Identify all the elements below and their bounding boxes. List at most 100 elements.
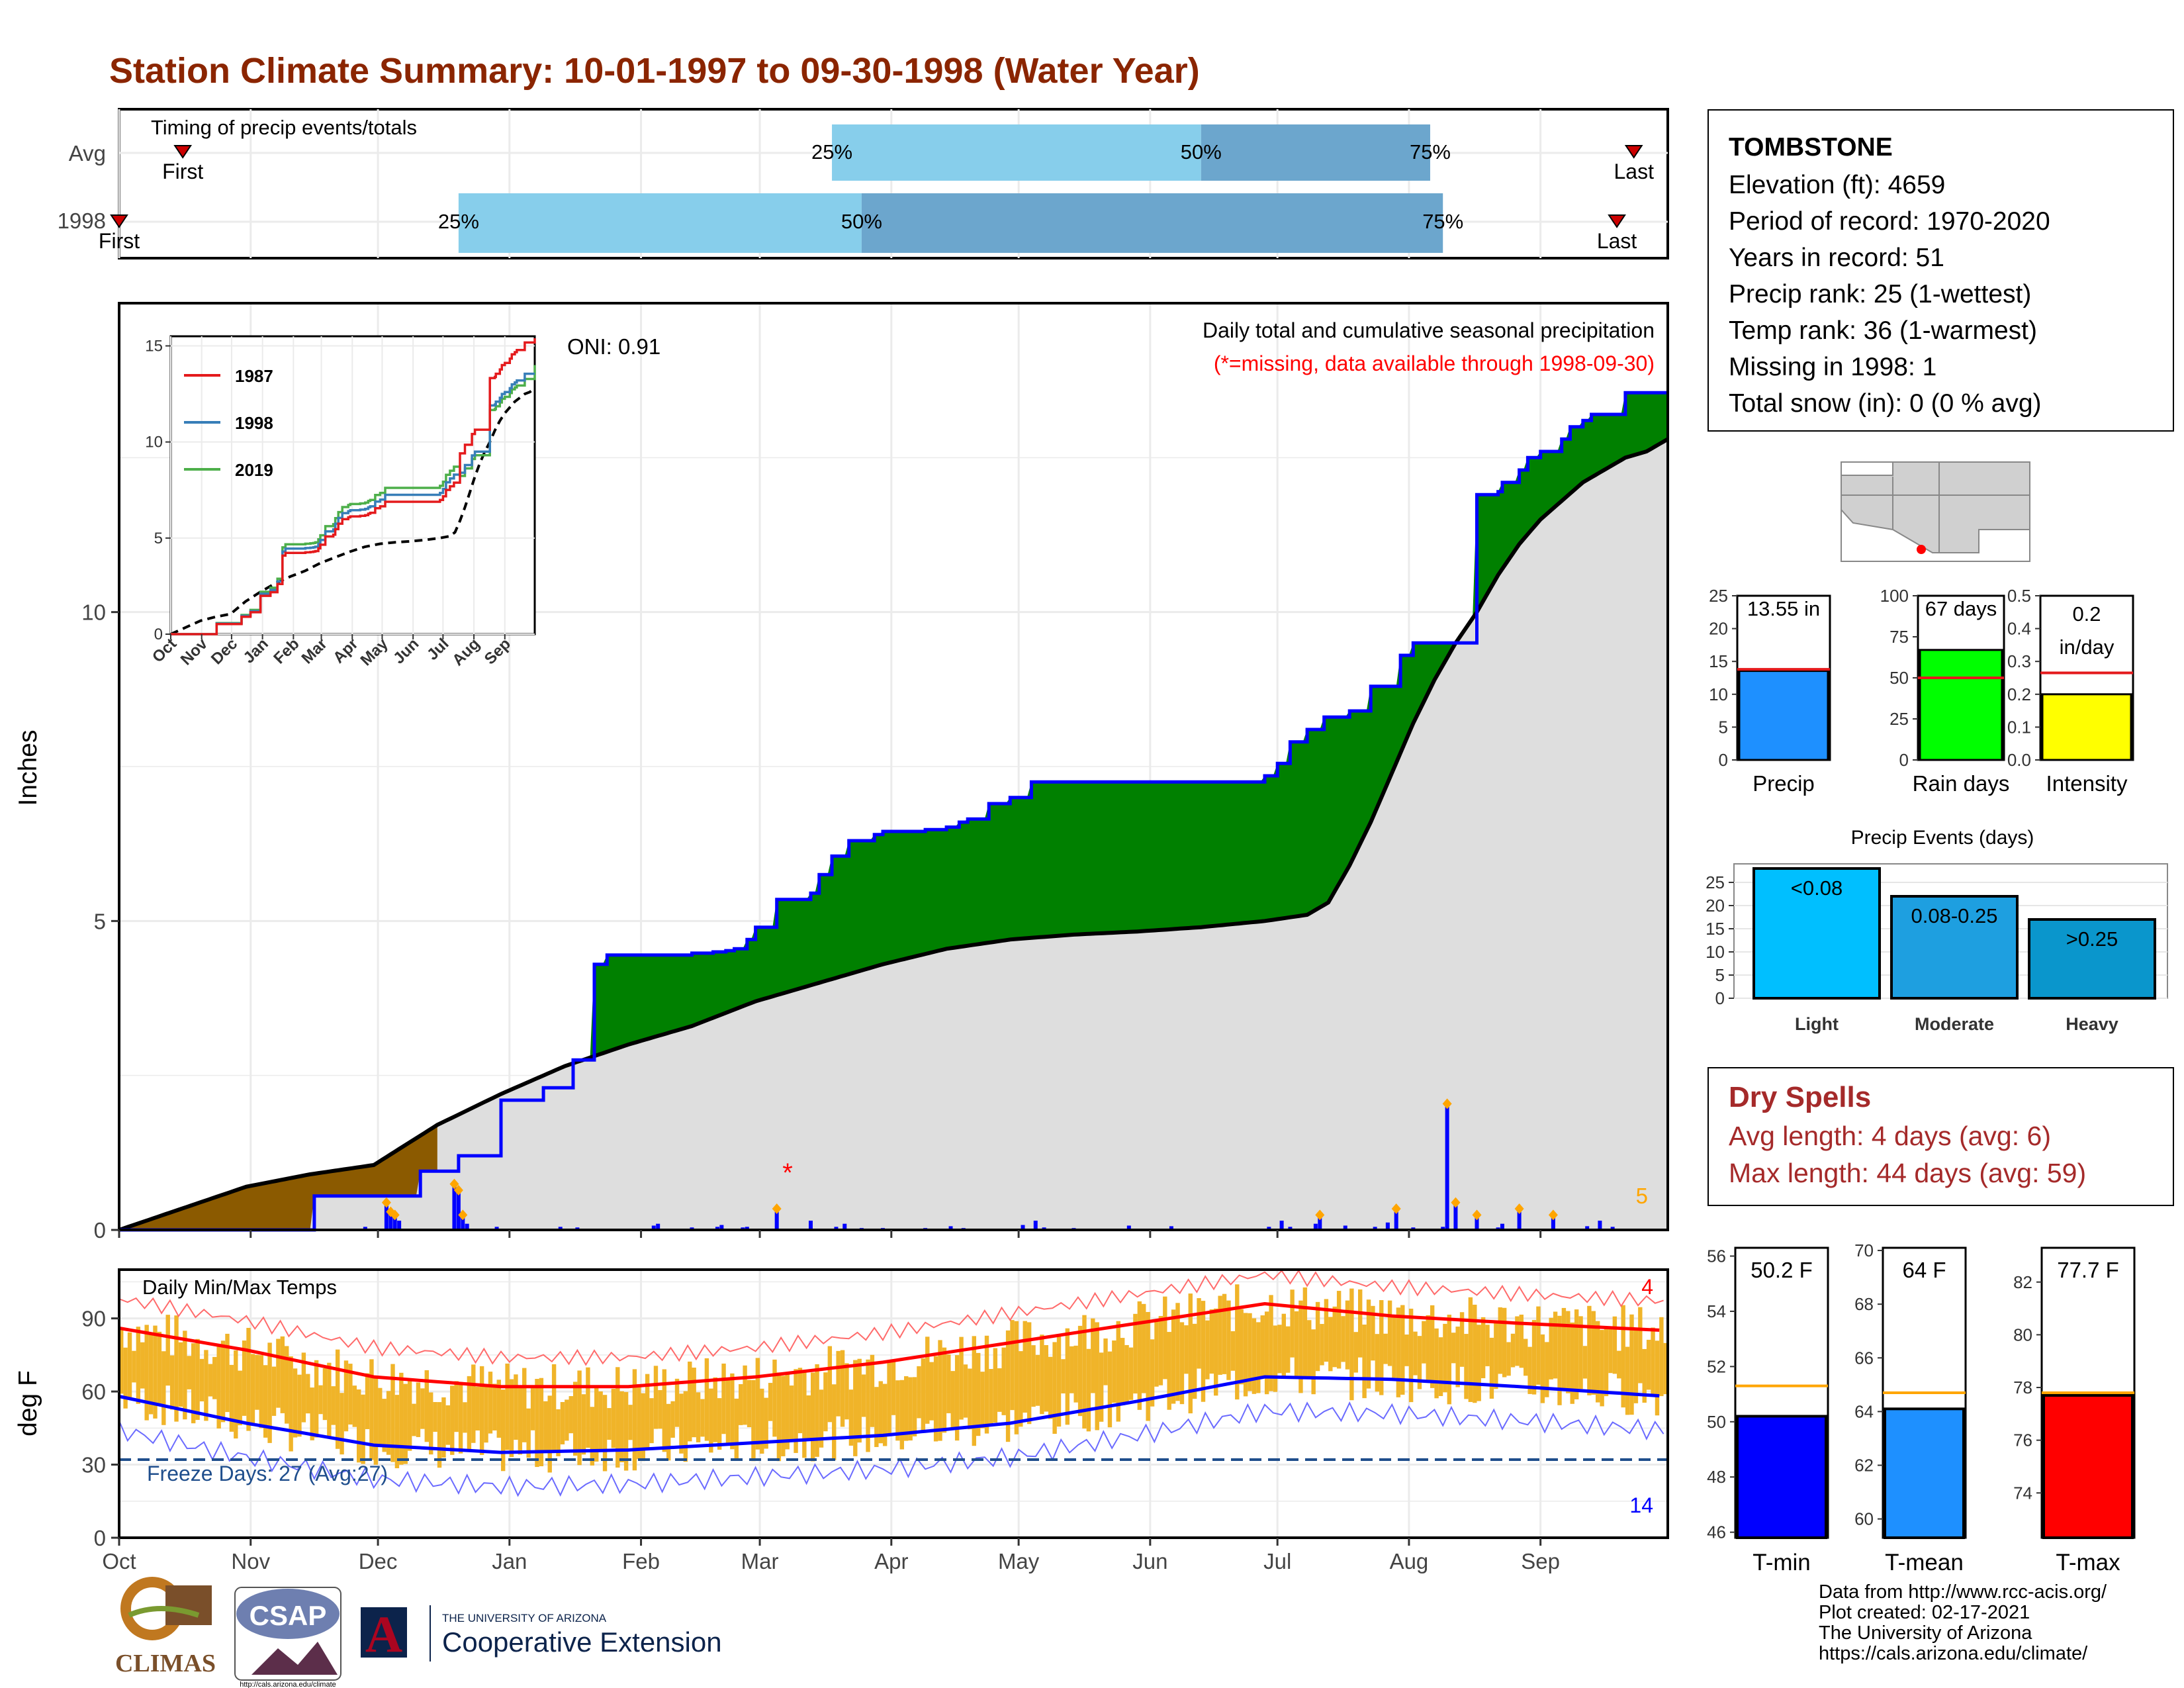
daily-precip-bar xyxy=(808,1221,813,1230)
events-bar-label: Heavy xyxy=(2066,1014,2118,1034)
temp-day-bar xyxy=(140,1342,145,1389)
temp-bar-value-label: 50.2 F xyxy=(1751,1258,1813,1282)
temp-day-bar xyxy=(556,1409,561,1456)
temp-day-bar xyxy=(301,1352,306,1423)
mini-bar-chart-raindays: 0 25 50 75 100 67 days Rain days xyxy=(1880,586,2010,796)
temp-day-bar xyxy=(1524,1338,1528,1376)
temp-day-bar xyxy=(293,1368,298,1438)
temp-day-bar xyxy=(1069,1346,1074,1393)
daily-precip-bar xyxy=(1441,1227,1445,1230)
temp-day-bar xyxy=(1218,1295,1222,1375)
temp-day-bar xyxy=(1061,1359,1066,1393)
mini-bar-tick-label: 15 xyxy=(1709,651,1728,671)
temp-day-bar xyxy=(479,1366,484,1455)
temp-day-bar xyxy=(853,1360,858,1456)
temp-day-bar xyxy=(560,1402,565,1444)
temp-day-bar xyxy=(526,1408,531,1458)
timing-row-label-1998: 1998 xyxy=(58,209,106,233)
station-dot xyxy=(1917,545,1926,554)
temp-day-bar xyxy=(1582,1346,1588,1379)
temp-day-bar xyxy=(1197,1298,1201,1369)
temp-day-bar xyxy=(1264,1311,1269,1395)
temp-day-bar xyxy=(1443,1323,1447,1393)
temp-y-tick-label: 60 xyxy=(81,1380,106,1404)
temp-day-bar xyxy=(1158,1315,1163,1385)
temp-day-bar xyxy=(598,1391,603,1450)
daily-precip-bar xyxy=(719,1225,724,1230)
temp-day-bar xyxy=(1065,1328,1070,1425)
temp-y-tick-label: 90 xyxy=(81,1307,106,1331)
temp-day-bar xyxy=(1362,1324,1367,1399)
temp-y-label: deg F xyxy=(14,1370,42,1436)
temp-day-bar xyxy=(632,1369,637,1471)
temp-day-bar xyxy=(755,1358,760,1450)
timing-last-label: Last xyxy=(1614,160,1654,183)
station-precip-rank: Precip rank: 25 (1-wettest) xyxy=(1729,280,2032,308)
temp-day-bar xyxy=(641,1393,645,1462)
temp-day-bar xyxy=(238,1370,242,1426)
temp-day-bar xyxy=(776,1372,782,1462)
station-name: TOMBSTONE xyxy=(1729,133,1893,162)
mini-bar-value-label: in/day xyxy=(2060,635,2115,659)
temp-day-bar xyxy=(1052,1342,1057,1434)
temp-day-bar xyxy=(259,1355,263,1429)
heavy-day-marker xyxy=(458,1209,468,1221)
temp-day-bar xyxy=(1124,1344,1129,1404)
temp-day-bar xyxy=(1163,1296,1167,1380)
timing-q25-label: 25% xyxy=(811,140,852,164)
temp-day-bar xyxy=(174,1315,179,1422)
daily-precip-bar xyxy=(715,1227,719,1230)
temp-bar-tick-label: 78 xyxy=(2013,1378,2032,1397)
temp-day-bar xyxy=(1086,1348,1091,1432)
temp-day-bar xyxy=(1366,1299,1371,1389)
temp-day-bar xyxy=(1023,1321,1027,1413)
temp-day-bar xyxy=(119,1329,124,1394)
temp-day-bar xyxy=(509,1379,514,1458)
temp-day-bar xyxy=(1494,1321,1498,1389)
temp-day-bar xyxy=(306,1374,310,1414)
temp-day-bar xyxy=(191,1343,196,1424)
daily-precip-bar xyxy=(1500,1223,1504,1230)
temp-day-bar xyxy=(340,1393,344,1455)
avg-max-line xyxy=(118,1301,1660,1389)
temp-day-bar xyxy=(1426,1315,1430,1381)
footer-university: The University of Arizona xyxy=(1819,1622,2032,1644)
temp-day-bar xyxy=(980,1372,985,1429)
temp-day-bar xyxy=(611,1388,616,1448)
temp-day-bar xyxy=(1549,1317,1553,1380)
temp-day-bar xyxy=(602,1395,608,1472)
temp-day-bar xyxy=(1260,1315,1265,1378)
daily-precip-bar xyxy=(1394,1211,1398,1230)
daily-precip-bar xyxy=(465,1223,469,1230)
temp-day-bar xyxy=(1608,1329,1613,1374)
temp-day-bar xyxy=(361,1394,365,1464)
temp-day-bar xyxy=(433,1402,437,1432)
footer-data-source: Data from http://www.rcc-acis.org/ xyxy=(1819,1581,2107,1603)
temp-day-bar xyxy=(1179,1322,1185,1405)
temp-day-bar xyxy=(823,1372,828,1432)
timing-q75-label: 75% xyxy=(1422,210,1463,233)
temp-panel: 0 30 60 90 deg F Daily Min/Max Temps Freeze… xyxy=(14,1268,1669,1573)
cold-days-count: 14 xyxy=(1629,1493,1653,1517)
temp-day-bar xyxy=(437,1402,442,1468)
timing-row-label-avg: Avg xyxy=(69,141,106,165)
temp-header: Daily Min/Max Temps xyxy=(142,1276,337,1299)
mini-bar-chart-intensity: 0.0 0.1 0.2 0.3 0.4 0.5 0.2 in/day Intensity xyxy=(2007,586,2134,796)
dry-spells-box: Dry Spells Avg length: 4 days (avg: 6) M… xyxy=(1707,1067,2174,1206)
temp-day-bar xyxy=(1128,1347,1134,1400)
temp-day-bar xyxy=(390,1364,395,1462)
temp-day-bar xyxy=(658,1389,662,1429)
temp-day-bar xyxy=(1154,1320,1159,1387)
temp-day-bar xyxy=(488,1372,493,1434)
temp-day-bar xyxy=(492,1383,497,1430)
temp-bar-value xyxy=(2042,1393,2134,1540)
temp-day-bar xyxy=(1464,1334,1469,1399)
temp-day-bar xyxy=(1031,1345,1036,1407)
events-bar-label: Light xyxy=(1795,1014,1839,1034)
temp-day-bar xyxy=(1545,1342,1549,1397)
temp-day-bar xyxy=(1621,1305,1625,1408)
temp-day-bar xyxy=(717,1398,722,1450)
temp-day-bar xyxy=(688,1361,692,1442)
temp-day-bar xyxy=(229,1364,234,1432)
